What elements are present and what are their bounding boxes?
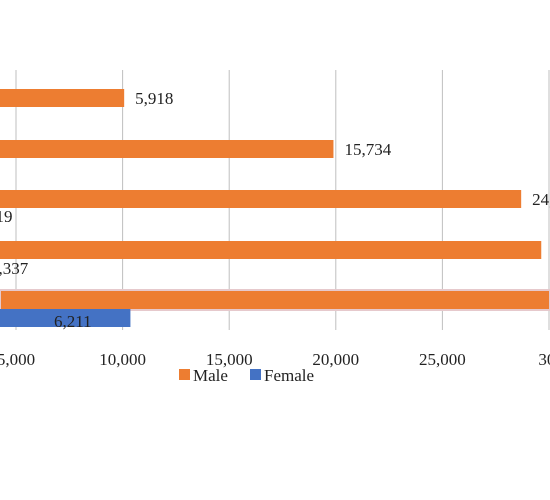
bars: [0, 89, 550, 327]
data-label-female: 6,211: [54, 312, 92, 331]
x-axis-ticks: 5,000 10,000 15,000 20,000 25,000 30,: [0, 350, 550, 369]
bar-male: [0, 190, 522, 208]
legend: Male Female: [179, 366, 314, 385]
bar-female: [0, 309, 131, 327]
legend-label-male: Male: [193, 366, 228, 385]
legend-swatch-female: [250, 369, 261, 380]
data-label-male: 5,918: [135, 89, 173, 108]
data-label-male: 24,539: [532, 190, 550, 209]
bar-male: [0, 89, 125, 107]
data-label-male: 15,734: [344, 140, 391, 159]
x-tick-label: 10,000: [99, 350, 146, 369]
bar-male: [0, 291, 550, 309]
bar-highlight: [0, 289, 550, 311]
x-tick-label: 25,000: [419, 350, 466, 369]
data-label-female: 719: [0, 207, 13, 226]
bar-male: [0, 241, 542, 259]
data-label-female: 3,337: [0, 259, 29, 278]
legend-label-female: Female: [264, 366, 314, 385]
x-tick-label: 20,000: [312, 350, 359, 369]
bar-male: [0, 140, 334, 158]
x-tick-label: 30,: [538, 350, 550, 369]
x-tick-label: 15,000: [206, 350, 253, 369]
x-tick-label: 5,000: [0, 350, 35, 369]
legend-swatch-male: [179, 369, 190, 380]
